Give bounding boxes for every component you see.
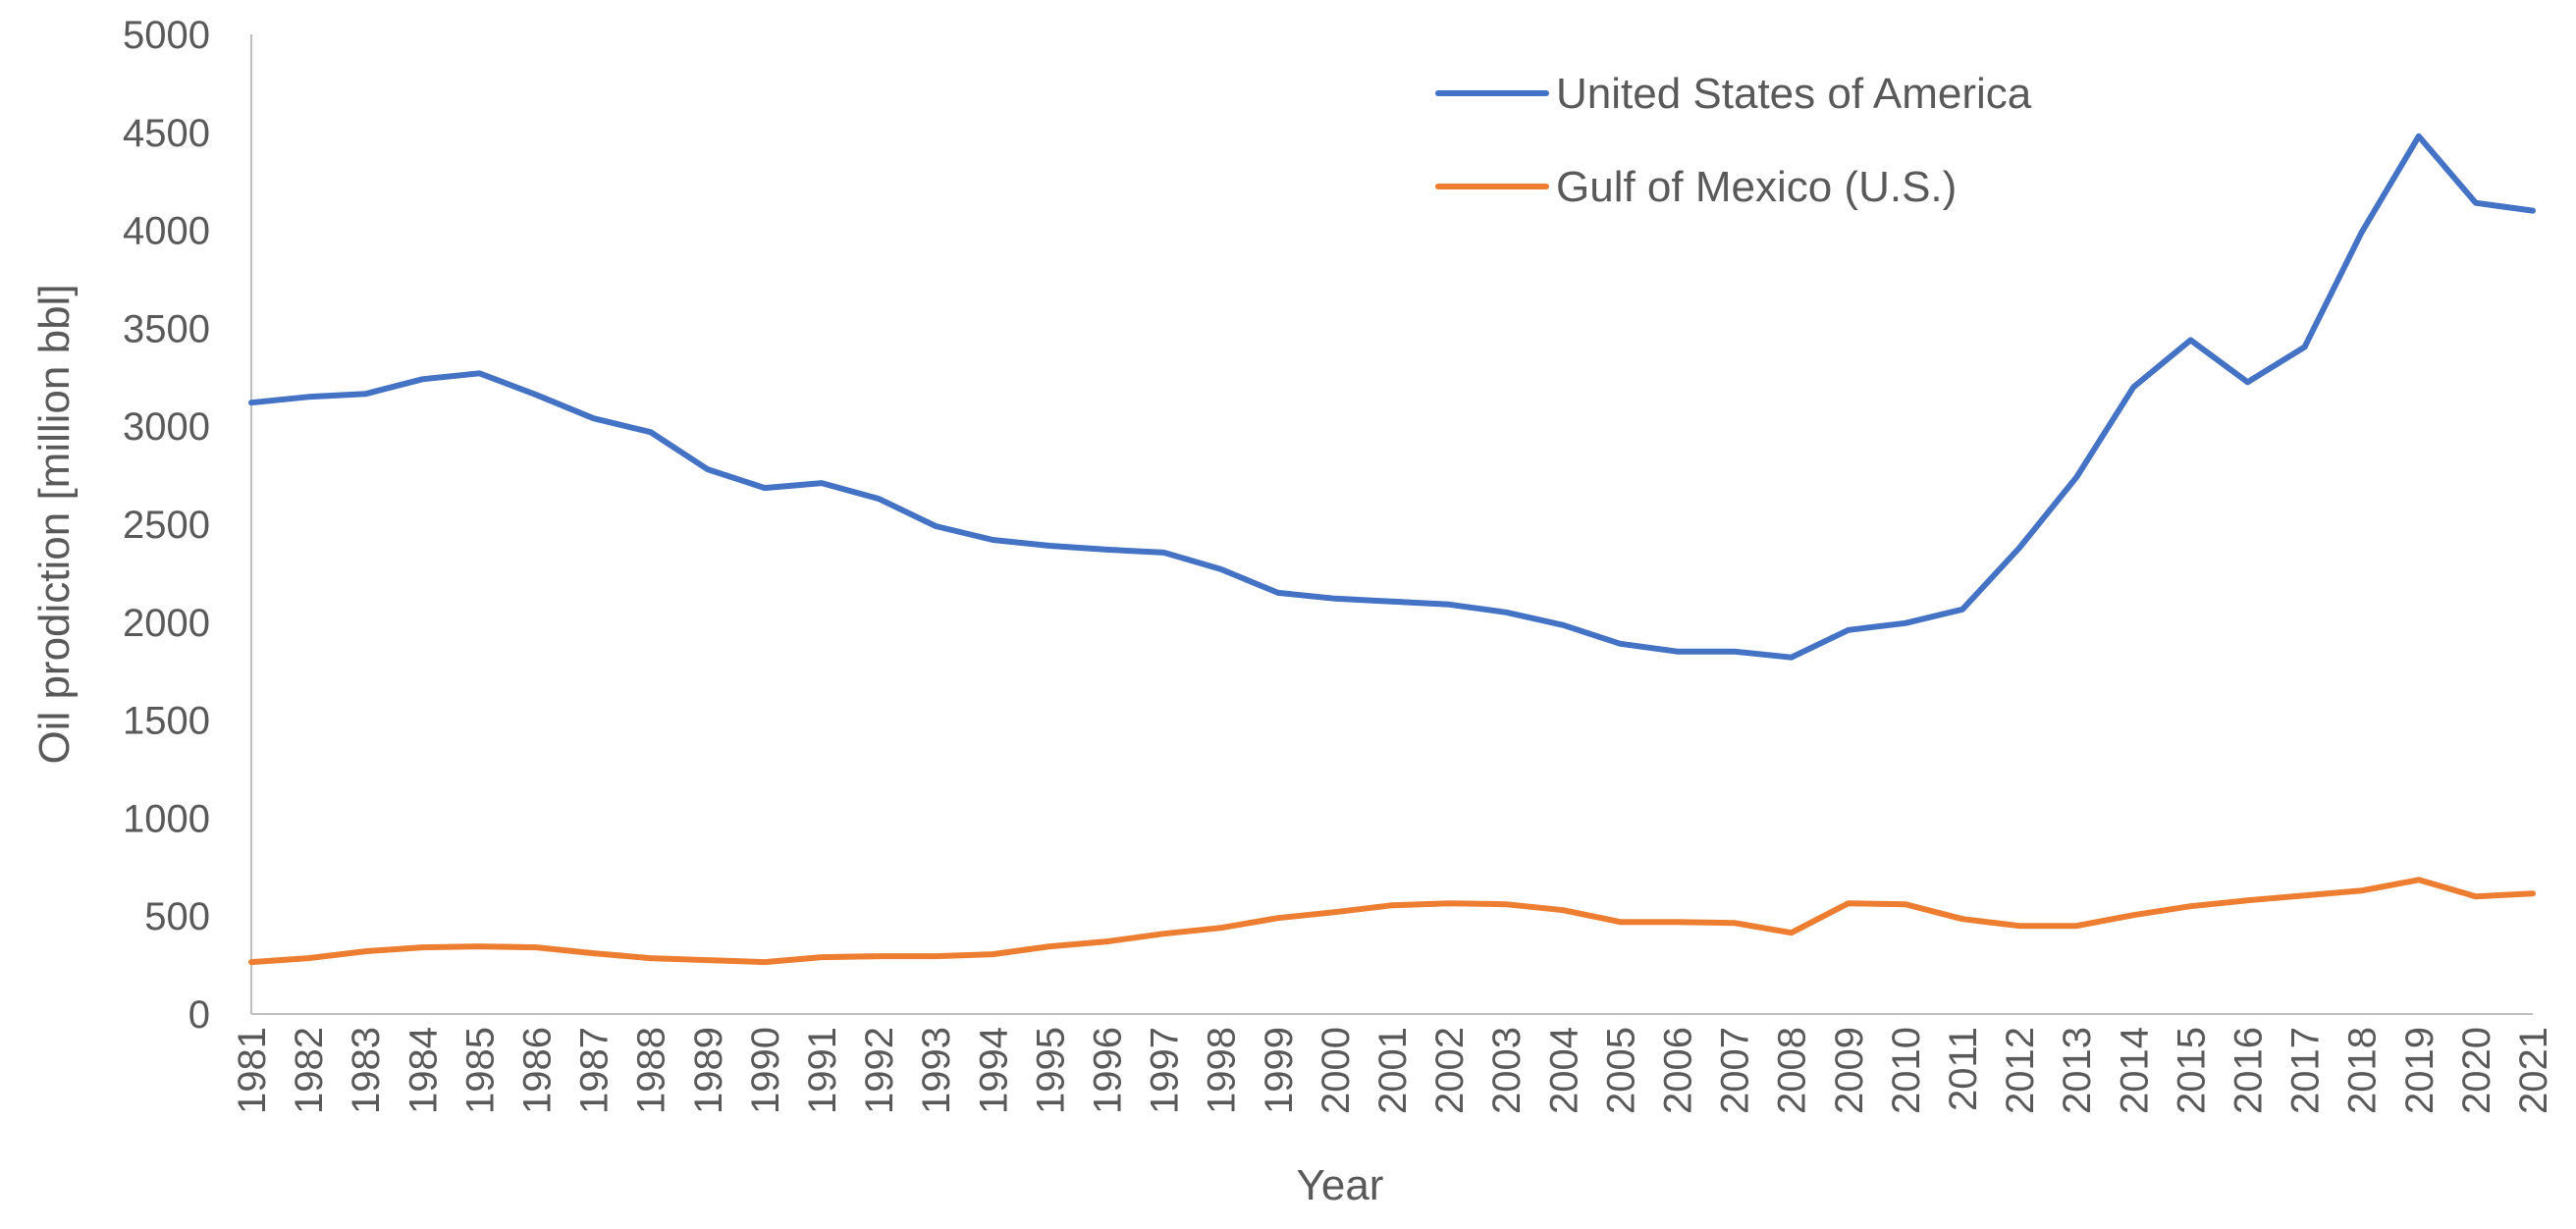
y-tick-label: 3500 [123, 307, 210, 350]
x-tick-label: 1995 [1029, 1027, 1072, 1114]
x-tick-label: 1998 [1201, 1027, 1244, 1114]
x-tick-label: 1990 [744, 1027, 787, 1114]
x-tick-label: 2001 [1371, 1027, 1415, 1114]
x-tick-label: 1993 [915, 1027, 958, 1114]
x-tick-label: 2007 [1714, 1027, 1757, 1114]
x-tick-label: 1982 [288, 1027, 331, 1114]
x-axis-ticks: 1981 1982 1983 1984 1985 1986 1987 1988 1989 1990… [231, 1027, 2555, 1114]
legend-label-1: Gulf of Mexico (U.S.) [1556, 163, 1957, 211]
x-tick-label: 1984 [402, 1027, 445, 1114]
x-tick-label: 2011 [1942, 1027, 1985, 1111]
x-tick-label: 2003 [1485, 1027, 1529, 1114]
x-tick-label: 2005 [1599, 1027, 1642, 1114]
x-tick-label: 2006 [1657, 1027, 1700, 1114]
legend-label-0: United States of America [1556, 70, 2032, 118]
x-tick-label: 1996 [1087, 1027, 1130, 1114]
x-tick-label: 2018 [2341, 1027, 2385, 1114]
x-tick-label: 1997 [1144, 1027, 1187, 1114]
x-tick-label: 1988 [630, 1027, 673, 1114]
x-tick-label: 1999 [1258, 1027, 1301, 1114]
y-tick-label: 3000 [123, 405, 210, 449]
y-axis-title: Oil prodiction [million bbl] [30, 284, 79, 764]
x-tick-label: 2010 [1885, 1027, 1928, 1114]
y-tick-label: 500 [144, 895, 210, 938]
series-line-0 [248, 133, 2536, 661]
y-axis-ticks: 0 500 1000 1500 2000 2500 3000 3500 4000 4500 5000 [123, 14, 210, 1037]
x-tick-label: 2020 [2455, 1027, 2498, 1114]
x-tick-label: 2000 [1315, 1027, 1358, 1114]
y-tick-label: 4500 [123, 112, 210, 155]
x-tick-label: 1992 [858, 1027, 901, 1114]
series-group [248, 133, 2536, 966]
x-tick-label: 1985 [458, 1027, 502, 1114]
x-tick-label: 2004 [1542, 1027, 1585, 1114]
y-tick-label: 2000 [123, 602, 210, 645]
x-tick-label: 2013 [2056, 1027, 2099, 1114]
x-tick-label: 2008 [1771, 1027, 1814, 1114]
y-tick-label: 2500 [123, 504, 210, 547]
x-tick-label: 1989 [687, 1027, 730, 1114]
x-tick-label: 1983 [345, 1027, 388, 1114]
x-tick-label: 2015 [2170, 1027, 2213, 1114]
x-tick-label: 2019 [2398, 1027, 2442, 1114]
y-tick-label: 5000 [123, 14, 210, 57]
legend: United States of America Gulf of Mexico (… [1435, 70, 2032, 211]
x-tick-label: 2014 [2113, 1027, 2156, 1114]
x-tick-label: 1986 [516, 1027, 560, 1114]
y-tick-label: 1000 [123, 797, 210, 840]
y-tick-label: 0 [188, 993, 210, 1037]
x-tick-label: 1987 [573, 1027, 617, 1114]
x-tick-label: 1994 [972, 1027, 1015, 1114]
x-tick-label: 2002 [1428, 1027, 1472, 1114]
y-tick-label: 1500 [123, 700, 210, 743]
x-tick-label: 2012 [1999, 1027, 2042, 1114]
y-tick-label: 4000 [123, 210, 210, 253]
series-line-1 [248, 877, 2536, 966]
x-tick-label: 2016 [2227, 1027, 2271, 1114]
x-axis-title: Year [1297, 1161, 1384, 1209]
x-tick-label: 2017 [2284, 1027, 2328, 1114]
x-tick-label: 2021 [2512, 1027, 2555, 1114]
x-tick-label: 1991 [801, 1027, 844, 1114]
x-tick-label: 2009 [1828, 1027, 1871, 1114]
x-tick-label: 1981 [231, 1027, 274, 1114]
